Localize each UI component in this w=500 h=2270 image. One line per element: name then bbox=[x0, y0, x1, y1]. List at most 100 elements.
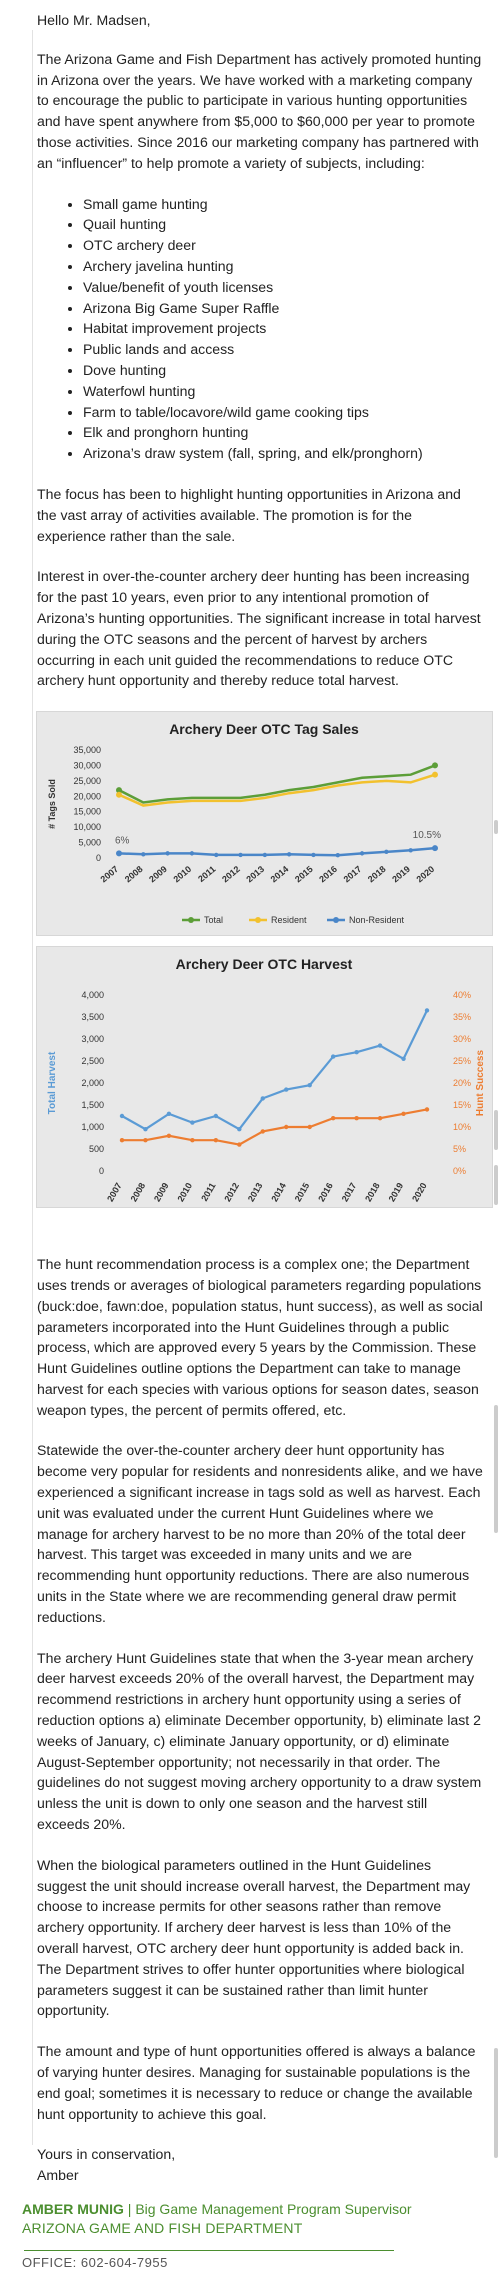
data-point bbox=[262, 852, 268, 858]
x-tick-label: 2017 bbox=[342, 864, 364, 885]
legend-marker bbox=[333, 917, 339, 924]
x-tick-label: 2011 bbox=[199, 1181, 217, 1203]
data-point bbox=[166, 1133, 172, 1139]
chart-tag-sales: Archery Deer OTC Tag Sales 0 5,000 10,000 15… bbox=[36, 711, 493, 937]
signature-rule bbox=[24, 2250, 394, 2251]
signature-separator: | bbox=[123, 2201, 136, 2217]
scroll-marker[interactable] bbox=[494, 1165, 498, 1205]
data-point bbox=[143, 1138, 148, 1143]
x-tick-label: 2007 bbox=[105, 1181, 124, 1203]
y2-tick-label: 5% bbox=[453, 1144, 466, 1154]
data-point bbox=[190, 1120, 195, 1125]
y2-tick-label: 25% bbox=[453, 1056, 471, 1066]
legend-label: Total bbox=[204, 915, 223, 925]
list-item: Dove hunting bbox=[83, 360, 483, 381]
list-item: Small game hunting bbox=[83, 194, 483, 215]
data-point bbox=[143, 1127, 148, 1132]
list-item: Farm to table/locavore/wild game cooking… bbox=[83, 402, 483, 423]
paragraph-process: The hunt recommendation process is a com… bbox=[37, 1256, 483, 1418]
list-item: Arizona’s draw system (fall, spring, and… bbox=[83, 443, 483, 464]
legend-marker bbox=[188, 917, 194, 924]
chart-tag-sales-svg: Archery Deer OTC Tag Sales 0 5,000 10,000 15… bbox=[47, 721, 441, 925]
x-tick-label: 2019 bbox=[387, 1181, 406, 1203]
data-point bbox=[116, 787, 122, 794]
list-item: Waterfowl hunting bbox=[83, 381, 483, 402]
data-point bbox=[237, 1142, 242, 1147]
y2-tick-label: 40% bbox=[453, 990, 471, 1000]
data-point bbox=[166, 1111, 172, 1117]
list-item: Value/benefit of youth licenses bbox=[83, 277, 483, 298]
data-point bbox=[116, 851, 122, 856]
list-item: Archery javelina hunting bbox=[83, 256, 483, 277]
x-tick-label: 2007 bbox=[99, 864, 121, 885]
data-point bbox=[424, 1107, 430, 1112]
legend-marker bbox=[255, 917, 261, 924]
x-tick-label: 2019 bbox=[390, 864, 412, 885]
y-tick-label: 0 bbox=[99, 1166, 104, 1176]
data-point bbox=[189, 851, 195, 856]
scroll-marker[interactable] bbox=[494, 2048, 498, 2158]
paragraph-biological: When the biological parameters outlined … bbox=[37, 1856, 471, 2019]
data-point bbox=[432, 846, 438, 851]
x-tick-label: 2020 bbox=[415, 864, 437, 885]
x-tick-label: 2011 bbox=[196, 864, 217, 884]
data-point bbox=[284, 1124, 289, 1130]
data-point bbox=[260, 1096, 265, 1101]
data-point bbox=[377, 1043, 383, 1048]
data-point bbox=[377, 1116, 383, 1121]
signature-block: AMBER MUNIG | Big Game Management Progra… bbox=[22, 2200, 492, 2237]
data-point bbox=[116, 791, 122, 798]
list-item: OTC archery deer bbox=[83, 235, 483, 256]
x-tick-label: 2013 bbox=[246, 1181, 265, 1203]
series-line-non-resident bbox=[118, 846, 436, 857]
series-line-hunt-success bbox=[122, 1108, 428, 1146]
data-point bbox=[307, 1083, 312, 1088]
data-point bbox=[286, 852, 292, 857]
data-point bbox=[307, 1124, 312, 1130]
x-tick-label: 2018 bbox=[363, 1181, 382, 1203]
series-line-resident bbox=[118, 773, 436, 807]
data-point bbox=[238, 852, 243, 858]
y-tick-label: 3,000 bbox=[81, 1034, 104, 1044]
data-point bbox=[354, 1050, 359, 1055]
y-tick-label: 2,500 bbox=[81, 1056, 104, 1066]
data-point bbox=[408, 848, 413, 853]
y-tick-label: 15,000 bbox=[73, 807, 101, 817]
data-point bbox=[359, 851, 365, 856]
annotation-label: 6% bbox=[115, 835, 130, 846]
scroll-marker[interactable] bbox=[494, 1405, 498, 1533]
quote-rule bbox=[32, 30, 33, 2145]
list-item: Elk and pronghorn hunting bbox=[83, 422, 483, 443]
y-tick-label: 10,000 bbox=[73, 822, 101, 832]
data-point bbox=[335, 853, 340, 858]
y-tick-label: 1,500 bbox=[81, 1100, 104, 1110]
data-point bbox=[119, 1113, 125, 1119]
x-tick-label: 2014 bbox=[269, 1181, 288, 1203]
legend-label: Resident bbox=[271, 915, 307, 925]
scroll-marker[interactable] bbox=[494, 820, 498, 834]
chart-harvest-svg: Archery Deer OTC Harvest 0 500 1,000 1,500 2,… bbox=[47, 956, 486, 1203]
data-point bbox=[190, 1138, 195, 1143]
data-point bbox=[237, 1127, 242, 1132]
data-point bbox=[311, 852, 316, 858]
x-tick-label: 2012 bbox=[220, 864, 242, 885]
x-tick-label: 2012 bbox=[222, 1181, 241, 1203]
data-point bbox=[165, 851, 170, 856]
y2-tick-label: 0% bbox=[453, 1166, 466, 1176]
y2-tick-label: 15% bbox=[453, 1100, 471, 1110]
y-tick-label: 25,000 bbox=[73, 776, 101, 786]
x-tick-label: 2016 bbox=[317, 864, 339, 885]
x-tick-label: 2017 bbox=[340, 1181, 359, 1203]
paragraph-guidelines: The archery Hunt Guidelines state that w… bbox=[37, 1649, 482, 1833]
data-point bbox=[260, 1129, 265, 1134]
chart-title: Archery Deer OTC Harvest bbox=[176, 956, 353, 972]
legend-label: Non-Resident bbox=[349, 915, 405, 925]
data-point bbox=[401, 1111, 406, 1117]
greeting: Hello Mr. Madsen, bbox=[37, 12, 151, 28]
series-line-total-harvest bbox=[121, 1010, 428, 1131]
annotation-label: 10.5% bbox=[413, 830, 441, 841]
y-tick-label: 5,000 bbox=[78, 838, 101, 848]
paragraph-statewide: Statewide the over-the-counter archery d… bbox=[37, 1442, 483, 1625]
promoted-topics-list: Small game huntingQuail huntingOTC arche… bbox=[37, 194, 483, 464]
scroll-marker[interactable] bbox=[494, 1110, 498, 1150]
